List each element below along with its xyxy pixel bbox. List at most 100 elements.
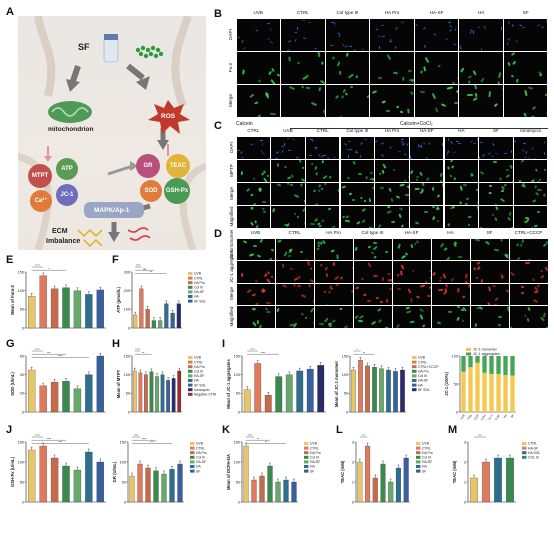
significance-label: **** (35, 434, 41, 438)
micrograph-cell (392, 261, 431, 283)
bar (133, 314, 138, 329)
legend-label: Col III (418, 374, 427, 378)
y-tick-label: 300 (124, 270, 130, 274)
x-tick-label: HA-SF (493, 413, 501, 420)
chart-j-gshpx: 0 50 100 150 GSH-Px (U/mL) **** **** *** (10, 432, 110, 510)
y-tick-label: 200 (124, 289, 130, 293)
micrograph-cell (375, 205, 409, 228)
y-axis-label: GSH-Px (U/mL) (10, 456, 15, 487)
bar (358, 360, 363, 413)
micrograph-cell (236, 182, 271, 205)
legend-label: HA (310, 465, 315, 469)
bar (372, 477, 378, 503)
micrograph-cell (236, 261, 275, 283)
micrograph-cell (414, 85, 459, 118)
panel-label-b: B (214, 8, 222, 20)
significance-label: * (356, 348, 358, 352)
legend-swatch (190, 455, 195, 459)
y-axis-label: Mean of Fura-2 (10, 284, 15, 314)
significance-label: ns (143, 267, 147, 271)
bar (158, 320, 163, 329)
micrograph-cell (503, 18, 548, 51)
legend-swatch (416, 451, 421, 455)
legend-label: JC-1 monomer (473, 348, 498, 352)
legend-swatch (412, 383, 417, 387)
legend-label: HA-SF (422, 460, 432, 464)
micrograph-cell (431, 238, 470, 260)
micrograph-cell (431, 261, 470, 283)
x-tick-label: HA (502, 413, 508, 419)
y-axis-label: TEAC (mM) (340, 460, 345, 483)
legend-label: SF (310, 469, 314, 473)
legend-swatch (188, 299, 193, 303)
significance-label: ** (265, 440, 268, 444)
bar-aggregates (496, 356, 501, 374)
schematic-sf-label: SF (78, 42, 90, 52)
micrograph-cell (271, 205, 305, 228)
micrograph-cell (479, 136, 513, 159)
y-tick-label: 150 (234, 354, 240, 358)
legend-label: Col III (194, 370, 203, 374)
node-gr: GR (136, 154, 160, 178)
bar (96, 461, 104, 503)
micrograph-cell (275, 261, 314, 283)
column-header: CTRL+CCCP (514, 230, 543, 235)
node-jc1: JC-1 (56, 184, 78, 206)
legend-swatch (416, 460, 421, 464)
y-tick-label: 0 (346, 410, 348, 414)
legend-label: UVB (196, 442, 204, 446)
legend-swatch (188, 365, 193, 369)
legend-swatch (188, 272, 193, 275)
chart-k: 0 50 100 150 Mean of DCFH-DA **** ** ** UVB CTRL H… (226, 432, 332, 510)
bar (243, 389, 251, 413)
y-tick-label: 50 (126, 392, 130, 396)
micrograph-cell (271, 136, 305, 159)
legend-label: SF SOL (194, 299, 206, 303)
micrograph-cell (340, 182, 375, 205)
micrograph-cell (392, 283, 431, 305)
legend-label: Col III (194, 286, 203, 290)
y-tick-label: 50 (454, 382, 458, 386)
schematic-connectors (18, 16, 206, 250)
bar (365, 365, 370, 413)
bar (291, 481, 297, 503)
micrograph-cell (409, 205, 444, 228)
panel-label-g: G (6, 338, 15, 350)
significance-label: **** (142, 437, 148, 441)
legend-swatch (188, 290, 193, 294)
micrograph-cell (236, 283, 275, 305)
y-tick-label: 150 (342, 354, 348, 358)
bar (161, 473, 167, 503)
micrograph-cell (236, 205, 271, 228)
bar (283, 479, 289, 503)
legend-swatch (188, 392, 193, 396)
y-tick-label: 100 (124, 308, 130, 312)
legend-label: HA (196, 465, 201, 469)
significance-label: * (48, 267, 50, 271)
micrograph-cell (409, 182, 444, 205)
legend-label: UVB (194, 356, 202, 360)
y-tick-label: 100 (18, 460, 24, 464)
micrograph-cell (509, 306, 548, 328)
x-tick-label: HA Pro (479, 413, 488, 420)
bar (50, 382, 59, 413)
bar (139, 288, 144, 329)
column-header: SF (486, 230, 493, 235)
bar (506, 457, 514, 503)
chart-l: 0 1 2 3 TEAC (mM) *** UVB CTRL HA Pro Col III HA-S… (340, 432, 444, 510)
panel-label-j: J (6, 424, 13, 436)
micrograph-cell (236, 136, 271, 159)
bar-monomer (461, 371, 466, 412)
y-tick-label: 2 (352, 460, 354, 464)
legend-label: HA SOL (528, 451, 540, 455)
legend-label: CTRL (528, 442, 537, 446)
bar (50, 457, 59, 503)
chart-m: 0 1 2 3 TEAC (mM) *** CTRL HA-SF HA SOL COL III (452, 432, 550, 510)
legend-swatch (188, 295, 193, 298)
legend-label: HA (194, 379, 199, 383)
y-axis-label: SOD (U/mL) (10, 372, 15, 396)
bar (357, 461, 363, 503)
